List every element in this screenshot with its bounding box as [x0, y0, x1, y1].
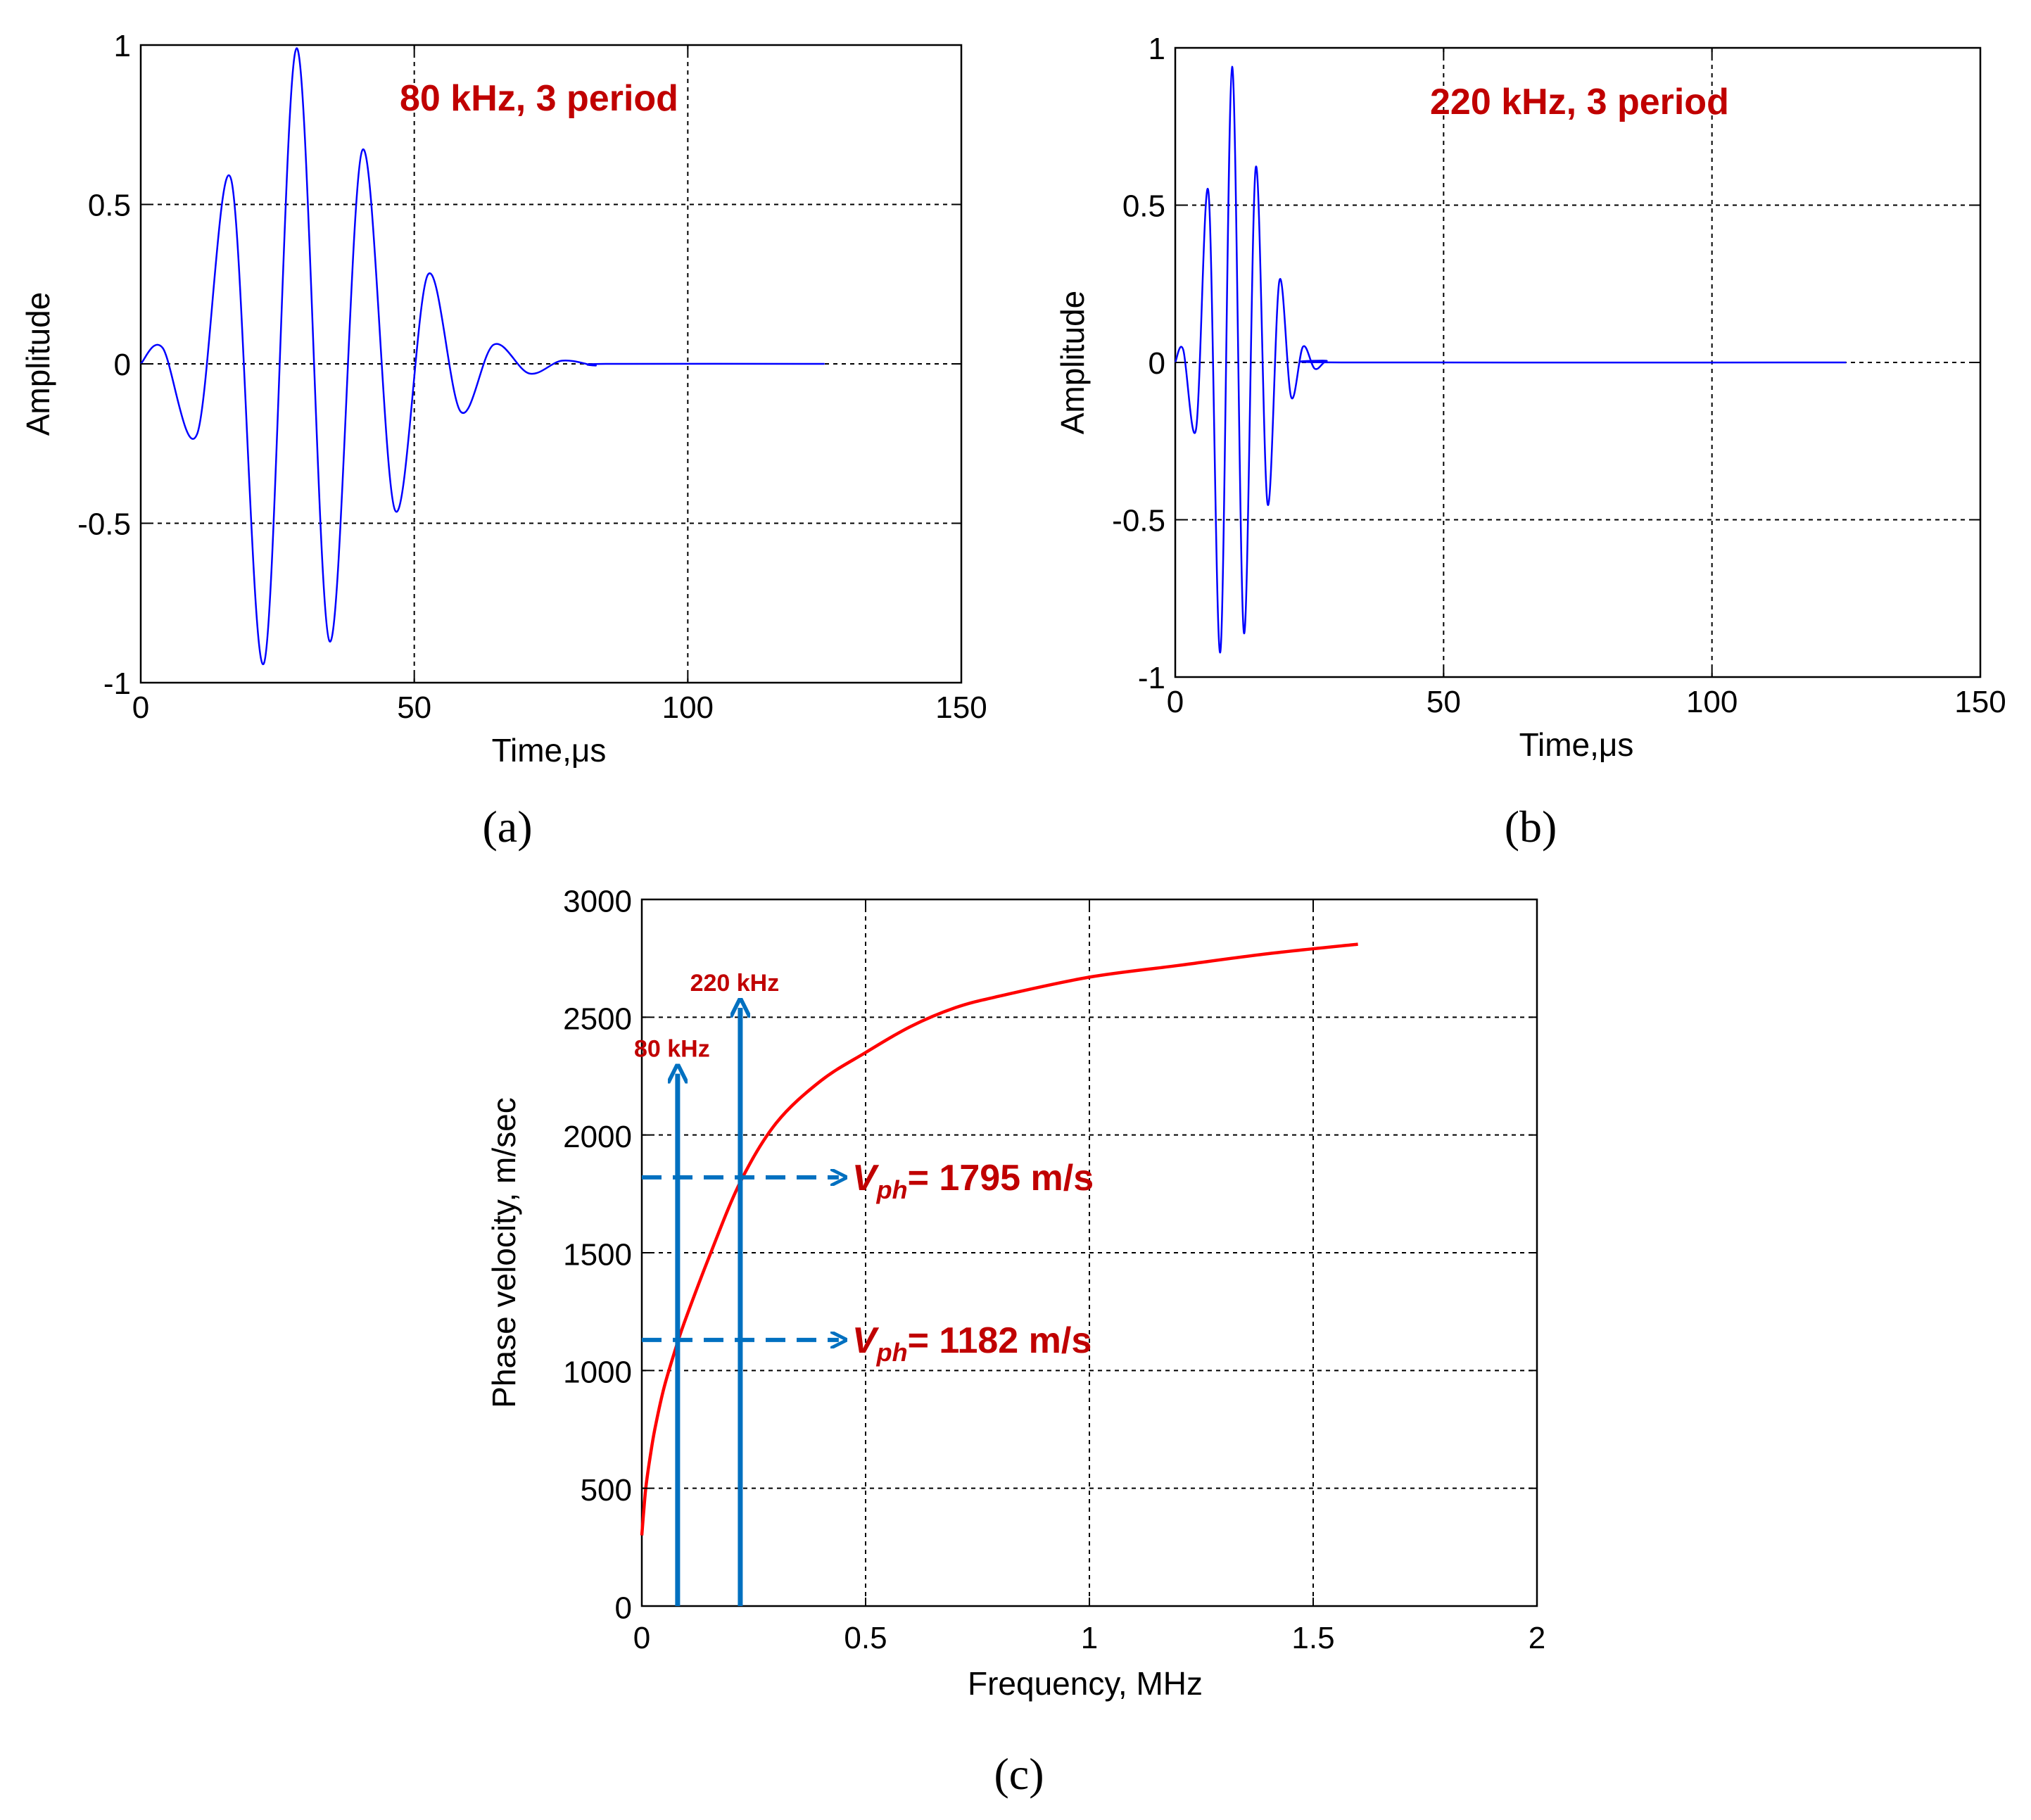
- chart-a-grid: [141, 45, 961, 683]
- chart-a-annotation: 80 kHz, 3 period: [400, 78, 678, 119]
- chart-a: 0 50 100 150 10.50-0.5-1 Time,μs Amplitude …: [20, 29, 987, 852]
- chart-c-xlabel: Frequency, MHz: [968, 1665, 1203, 1702]
- chart-c-frequency-markers: 80 kHz Vph= 1182 m/s 220 kHz Vph= 1795 m/s: [634, 970, 1094, 1606]
- chart-a-y-tick-label: 0.5: [88, 188, 131, 222]
- chart-c-dispersion-curve: [640, 942, 1358, 1536]
- chart-b-y-tick-label: -1: [1138, 661, 1165, 695]
- chart-c-x-tick-label: 2: [1529, 1621, 1545, 1655]
- chart-b-x-tick-label: 100: [1686, 685, 1738, 719]
- chart-c-y-tick-label: 1000: [563, 1355, 632, 1390]
- chart-c-x-tick-label: 1: [1081, 1621, 1098, 1655]
- chart-c-y-tick-label: 1500: [563, 1237, 632, 1272]
- chart-c-y-ticks: 3000 2500 2000 1500 1000 500 0: [563, 884, 1537, 1625]
- chart-c-y-tick-label: 2500: [563, 1002, 632, 1037]
- chart-a-signal-line: [140, 47, 825, 665]
- chart-b-y-tick-label: 1: [1149, 32, 1165, 66]
- chart-b-panel-label: (b): [1505, 802, 1557, 852]
- chart-a-y-tick-label: 0: [114, 348, 131, 382]
- chart-c-ylabel: Phase velocity, m/sec: [486, 1097, 522, 1408]
- chart-b-annotation: 220 kHz, 3 period: [1430, 82, 1729, 122]
- chart-b-y-tick-label: 0.5: [1122, 189, 1165, 223]
- freq-label-1: 220 kHz: [690, 970, 780, 997]
- chart-a-y-tick-label: 1: [114, 29, 131, 63]
- chart-a-y-tick-label: -1: [103, 666, 131, 701]
- chart-a-x-tick-label: 50: [397, 690, 431, 725]
- chart-b-x-tick-label: 50: [1426, 685, 1461, 719]
- chart-a-y-tick-label: -0.5: [77, 507, 131, 541]
- freq-label-0: 80 kHz: [634, 1036, 710, 1063]
- chart-a-x-tick-label: 0: [132, 690, 149, 725]
- chart-a-x-tick-label: 100: [662, 690, 714, 725]
- chart-c-x-tick-label: 0: [633, 1621, 650, 1655]
- vph-label-0: Vph= 1182 m/s: [852, 1320, 1092, 1367]
- chart-b-x-tick-label: 0: [1167, 685, 1184, 719]
- chart-c-y-tick-label: 0: [615, 1591, 632, 1625]
- chart-c-y-tick-label: 500: [581, 1473, 632, 1508]
- chart-b-ylabel: Amplitude: [1054, 291, 1091, 435]
- chart-b-xlabel: Time,μs: [1519, 726, 1634, 763]
- chart-a-x-tick-label: 150: [935, 690, 987, 725]
- chart-a-x-ticks: 0 50 100 150: [132, 45, 987, 725]
- chart-c-x-tick-label: 0.5: [844, 1621, 887, 1655]
- chart-b-x-ticks: 0 50 100 150: [1167, 48, 2006, 719]
- chart-b-y-tick-label: 0: [1149, 346, 1165, 381]
- chart-a-ylabel: Amplitude: [20, 292, 56, 436]
- chart-a-frame: [139, 44, 963, 684]
- chart-c-x-ticks: 0 0.5 1 1.5 2: [633, 899, 1545, 1655]
- chart-a-panel-label: (a): [482, 802, 532, 852]
- chart-c-grid: [642, 899, 1537, 1606]
- chart-c-y-tick-label: 3000: [563, 884, 632, 918]
- chart-a-y-ticks: 1 0.5 0 -0.5 -1: [77, 29, 961, 701]
- chart-b-y-ticks: 1 0.5 0 -0.5 -1: [1112, 32, 1980, 695]
- chart-c-x-tick-label: 1.5: [1291, 1621, 1334, 1655]
- chart-a-xlabel: Time,μs: [492, 732, 607, 769]
- chart-b-x-tick-label: 150: [1954, 685, 2006, 719]
- chart-c-panel-label: (c): [994, 1749, 1044, 1799]
- chart-c-y-tick-label: 2000: [563, 1120, 632, 1154]
- vph-label-1: Vph= 1795 m/s: [852, 1158, 1094, 1204]
- chart-b-y-tick-label: -0.5: [1112, 503, 1165, 538]
- chart-b-signal-line: [1174, 65, 1847, 654]
- chart-b: 0 50 100 150 10.50-0.5-1 Time,μs Amplitude …: [1054, 32, 2006, 852]
